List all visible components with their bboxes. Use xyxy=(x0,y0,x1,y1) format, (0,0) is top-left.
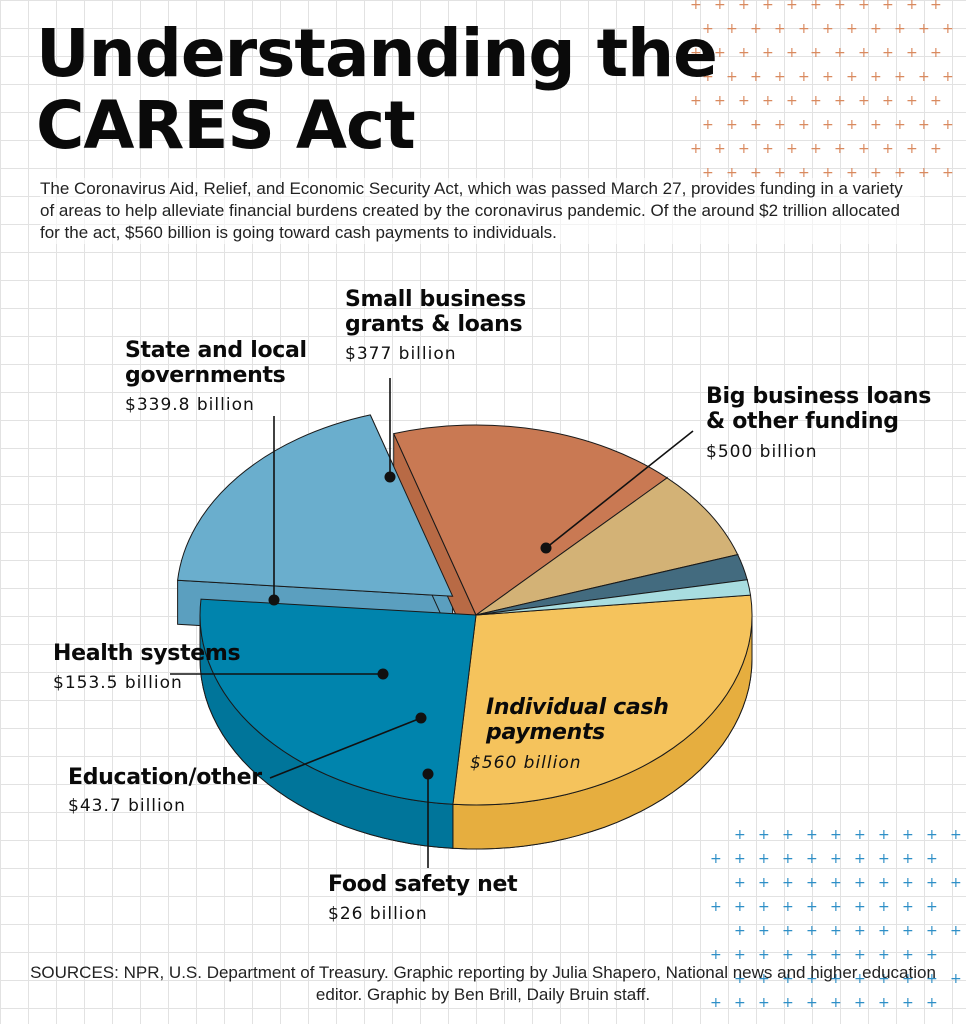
value-individual-cash-payments: $560 billion xyxy=(470,753,582,773)
leader-line-1 xyxy=(545,430,694,549)
leader-dot-5 xyxy=(415,712,427,724)
value-small-business: $377 billion xyxy=(345,344,457,364)
slice-top-6 xyxy=(475,579,752,616)
slice-top-4 xyxy=(475,477,739,616)
pie-tops xyxy=(177,414,753,806)
slice-top-3 xyxy=(392,424,668,616)
page-title: Understanding the CARES Act xyxy=(36,15,718,164)
value-big-business: $500 billion xyxy=(706,442,818,462)
label-small-business: Small business grants & loans xyxy=(345,287,526,337)
leader-dot-1 xyxy=(540,542,552,554)
label-individual-cash-payments: Individual cash payments xyxy=(486,695,669,745)
label-state-local: State and local governments xyxy=(125,338,307,388)
intro-paragraph: The Coronavirus Aid, Relief, and Economi… xyxy=(40,178,920,244)
value-education-other: $43.7 billion xyxy=(68,796,186,816)
slice-top-2 xyxy=(177,414,454,597)
label-big-business: Big business loans & other funding xyxy=(706,384,932,434)
leader-lines xyxy=(170,378,694,868)
label-health-systems: Health systems xyxy=(53,641,241,666)
label-food-safety-net: Food safety net xyxy=(328,872,518,897)
value-food-safety-net: $26 billion xyxy=(328,904,428,924)
leader-dot-6 xyxy=(422,768,434,780)
value-health-systems: $153.5 billion xyxy=(53,673,183,693)
sources-credit: SOURCES: NPR, U.S. Department of Treasur… xyxy=(30,963,936,1004)
leader-dot-3 xyxy=(268,594,280,606)
slice-top-1 xyxy=(199,598,477,805)
leader-line-5 xyxy=(269,717,422,779)
slice-top-0 xyxy=(452,594,753,806)
leader-dot-2 xyxy=(384,471,396,483)
label-education-other: Education/other xyxy=(68,765,262,790)
value-state-local: $339.8 billion xyxy=(125,395,255,415)
leader-dot-4 xyxy=(377,668,389,680)
